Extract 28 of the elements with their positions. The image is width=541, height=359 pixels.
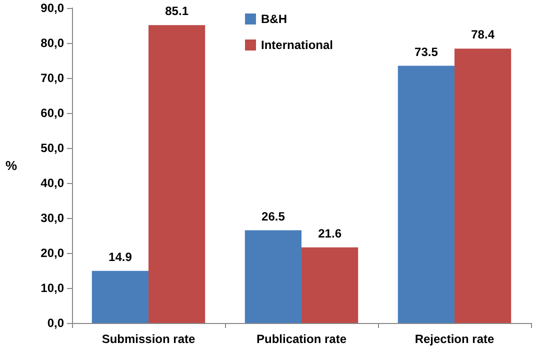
bar [302,247,358,323]
data-label: 78.4 [471,28,495,42]
y-tick-label: 80,0 [40,36,64,50]
x-tick-label: Rejection rate [414,332,495,346]
y-tick-label: 40,0 [40,176,64,190]
bar [92,270,148,323]
y-tick-label: 90,0 [40,1,64,15]
y-tick-label: 0,0 [47,316,64,330]
bar [398,66,454,323]
data-label: 85.1 [165,4,189,18]
data-label: 73.5 [414,44,438,59]
data-label: 21.6 [318,226,342,240]
data-label: 14.9 [108,250,132,264]
y-tick-label: 70,0 [40,71,64,85]
y-tick-label: 10,0 [40,281,64,295]
legend-label: International [261,38,334,52]
data-label: 26.5 [262,209,286,224]
y-tick-label: 30,0 [40,211,64,225]
y-axis-title: % [5,158,18,173]
legend-label: B&H [261,12,287,26]
y-tick-label: 50,0 [40,141,64,155]
x-tick-label: Submission rate [102,332,196,346]
bar [454,48,512,323]
bar [148,25,206,323]
y-tick-label: 60,0 [40,106,64,120]
bar [244,230,302,323]
y-tick-label: 20,0 [40,246,64,260]
x-tick-label: Publication rate [256,332,347,346]
